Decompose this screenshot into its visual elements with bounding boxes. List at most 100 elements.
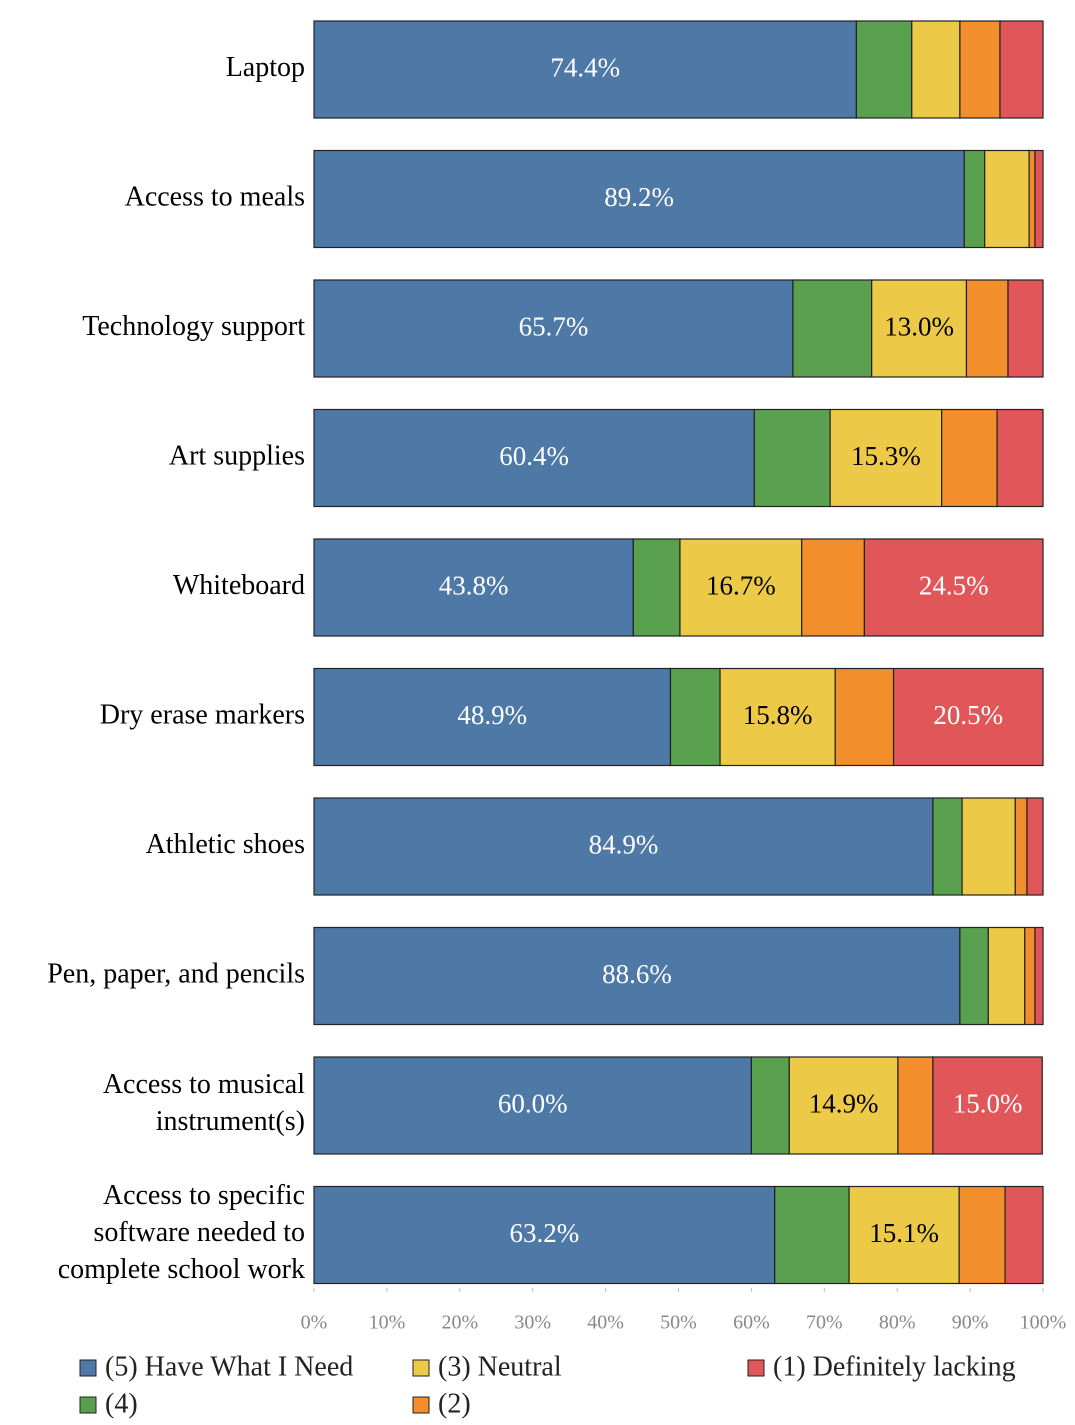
bar-segment <box>863 538 1044 637</box>
x-tick-label: 50% <box>660 1312 697 1334</box>
bar-segment <box>313 797 934 896</box>
x-tick-label: 40% <box>587 1312 624 1334</box>
value-label: 16.7% <box>706 571 776 601</box>
bar-segment <box>753 408 831 508</box>
category-label: Athletic shoes <box>146 829 305 860</box>
category-label: Technology support <box>82 311 305 342</box>
bar-segment <box>834 667 895 767</box>
bar-segment <box>965 279 1009 378</box>
value-label: 65.7% <box>519 312 589 342</box>
x-tick-label: 70% <box>806 1312 843 1334</box>
bar-segment <box>911 20 961 119</box>
legend-swatch <box>412 1396 430 1414</box>
bar-segment <box>313 538 634 637</box>
bar-segment <box>1026 797 1044 896</box>
bar-segment <box>313 149 965 249</box>
value-label: 20.5% <box>933 700 1003 730</box>
x-tick-label: 80% <box>879 1312 916 1334</box>
value-label: 13.0% <box>884 312 954 342</box>
x-tick-label: 60% <box>733 1312 770 1334</box>
bar-segment <box>632 538 681 637</box>
bar-segment <box>801 538 865 637</box>
bar-segment <box>313 926 961 1026</box>
bar-segment <box>959 926 989 1026</box>
bar-segment <box>1034 926 1044 1026</box>
category-label: Pen, paper, and pencils <box>47 958 305 989</box>
legend-label: (2) <box>438 1388 471 1419</box>
bar-segment <box>932 1056 1043 1155</box>
value-label: 14.9% <box>809 1089 879 1119</box>
bar-segment <box>1024 926 1036 1026</box>
bar-segment <box>313 279 794 378</box>
value-label: 15.8% <box>743 700 813 730</box>
legend-swatch <box>412 1359 430 1377</box>
value-label: 15.3% <box>851 441 921 471</box>
x-tick-label: 100% <box>1020 1312 1067 1334</box>
bar-segment <box>963 149 986 249</box>
bar-segment <box>1004 1185 1044 1285</box>
bar-segment <box>855 20 913 119</box>
x-tick-label: 30% <box>514 1312 551 1334</box>
bar-segment <box>679 538 803 637</box>
bar-segment <box>984 149 1030 249</box>
bar-segment <box>792 279 873 378</box>
category-label: Laptop <box>226 52 305 83</box>
bar-segment <box>788 1056 899 1155</box>
legend-label: (4) <box>105 1388 138 1419</box>
legend-label: (1) Definitely lacking <box>773 1351 1016 1382</box>
legend-swatch <box>79 1359 97 1377</box>
value-label: 15.0% <box>953 1089 1023 1119</box>
x-tick-label: 0% <box>301 1312 328 1334</box>
bar-segment <box>871 279 968 378</box>
value-label: 60.0% <box>498 1089 568 1119</box>
bar-segment <box>892 667 1044 767</box>
value-label: 63.2% <box>509 1218 579 1248</box>
bar-segment <box>1034 149 1044 249</box>
legend-label: (5) Have What I Need <box>105 1351 353 1382</box>
bar-segment <box>313 408 755 508</box>
bar-segment <box>848 1185 960 1285</box>
category-label: Access to musical instrument(s) <box>103 1069 305 1137</box>
bar-segment <box>750 1056 790 1155</box>
bar-segment <box>897 1056 934 1155</box>
x-tick-label: 20% <box>441 1312 478 1334</box>
category-label: Access to meals <box>125 181 305 212</box>
category-label: Access to specific software needed to comp… <box>58 1180 305 1285</box>
value-label: 74.4% <box>550 53 620 83</box>
bar-segment <box>313 1185 776 1285</box>
x-tick-label: 90% <box>952 1312 989 1334</box>
value-label: 84.9% <box>589 830 659 860</box>
value-label: 15.1% <box>869 1218 939 1248</box>
bar-segment <box>313 20 857 119</box>
category-label: Dry erase markers <box>100 699 305 730</box>
bar-segment <box>941 408 998 508</box>
value-label: 48.9% <box>457 700 527 730</box>
bar-segment <box>1007 279 1044 378</box>
legend-swatch <box>747 1359 765 1377</box>
bar-segment <box>829 408 943 508</box>
bar-segment <box>1028 149 1036 249</box>
bar-segment <box>1014 797 1028 896</box>
bar-segment <box>669 667 721 767</box>
value-label: 24.5% <box>919 571 989 601</box>
category-label: Art supplies <box>169 440 305 471</box>
legend-label: (3) Neutral <box>438 1351 562 1382</box>
bar-segment <box>313 1056 752 1155</box>
bar-segment <box>961 797 1016 896</box>
value-label: 89.2% <box>604 182 674 212</box>
bar-segment <box>987 926 1026 1026</box>
bar-segment <box>774 1185 850 1285</box>
x-tick-label: 10% <box>369 1312 406 1334</box>
bar-segment <box>958 1185 1006 1285</box>
value-label: 88.6% <box>602 959 672 989</box>
bar-segment <box>932 797 963 896</box>
legend-swatch <box>79 1396 97 1414</box>
value-label: 43.8% <box>439 571 509 601</box>
bar-segment <box>959 20 1001 119</box>
bar-segment <box>999 20 1044 119</box>
value-label: 60.4% <box>499 441 569 471</box>
bar-segment <box>996 408 1044 508</box>
category-label: Whiteboard <box>173 570 305 601</box>
bar-segment <box>313 667 672 767</box>
